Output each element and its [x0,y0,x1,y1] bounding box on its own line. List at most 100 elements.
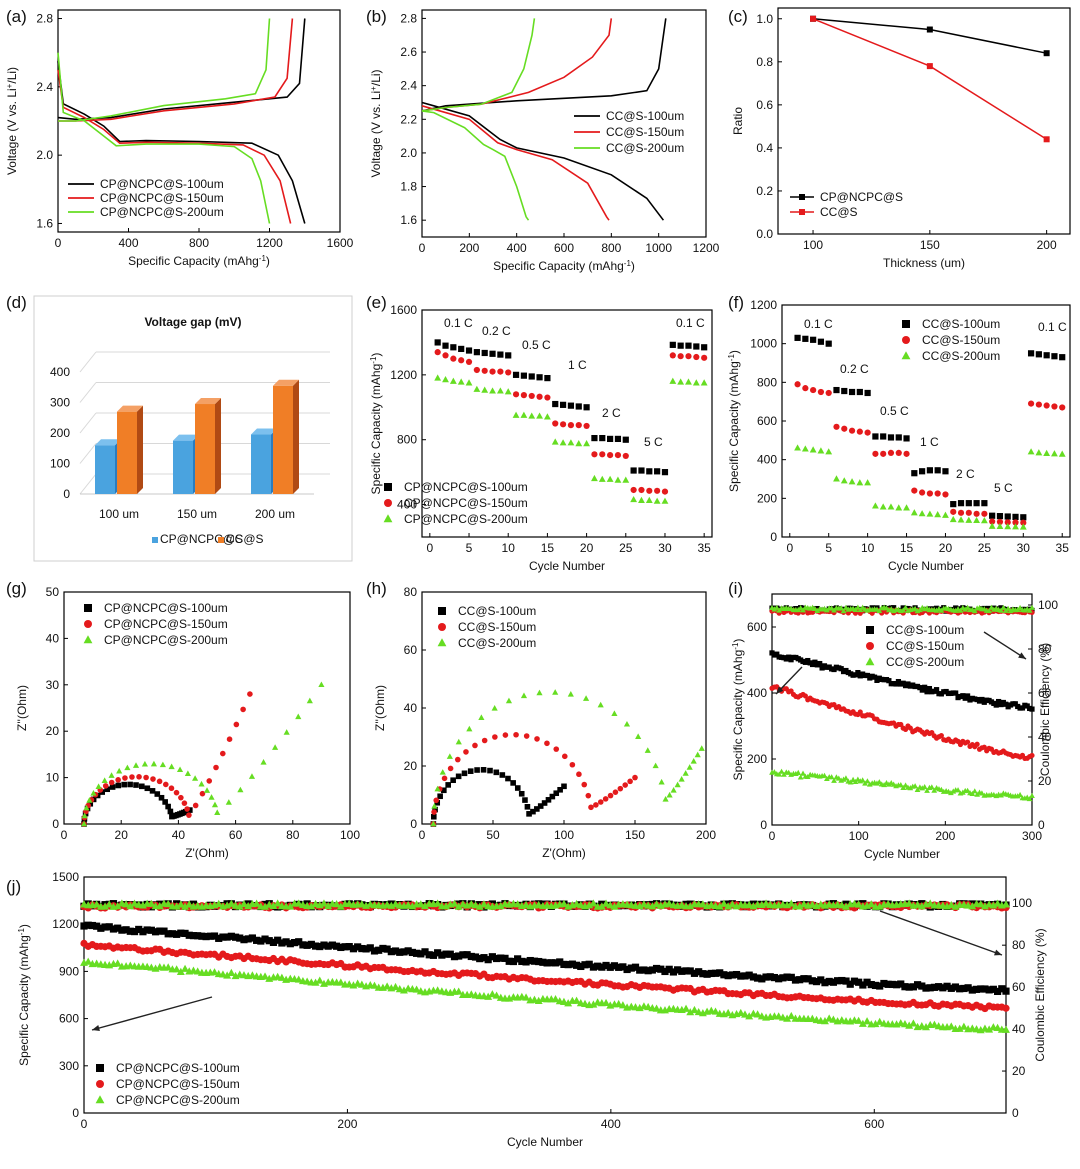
capacity-point [1002,1004,1010,1012]
y-tick-label: 2.4 [400,79,417,93]
x-tick-label: 100 [803,238,823,252]
efficiency-point [1005,605,1012,611]
panel-c: 100 150 200 0.0 0.2 0.4 0.6 0.8 1.0 Thickness (um… [731,7,1071,270]
capacity-point [652,964,661,973]
capacity-point [926,685,933,692]
efficiency-point [391,899,400,908]
data-point [614,452,622,459]
y2-tick-label: 0 [1038,818,1045,832]
efficiency-point [610,902,619,910]
data-point [447,765,454,772]
capacity-point [741,1010,749,1018]
capacity-point [876,779,883,785]
capacity-point [564,999,573,1007]
legend-swatch [152,537,158,543]
capacity-point [821,772,828,778]
capacity-point [783,973,791,981]
legend-entry: CC@S-100um [458,604,536,618]
capacity-point [665,965,673,973]
capacity-point [736,1008,745,1017]
data-point [552,420,559,427]
plot-frame [83,876,1007,1114]
data-point [90,789,97,796]
legend-marker [84,620,92,628]
capacity-point [223,933,231,941]
capacity-point [488,953,496,961]
data-point [1020,519,1027,526]
data-point [159,761,166,768]
data-point [247,691,253,697]
data-point [437,793,443,800]
data-point [965,509,972,516]
data-point [544,740,550,747]
capacity-point [797,774,804,780]
capacity-point [514,955,522,963]
capacity-point [724,1008,733,1017]
data-point [926,510,934,517]
capacity-point [198,932,206,940]
efficiency-point [101,902,110,910]
discharge-curve [57,52,271,224]
discharge-curve [57,69,292,224]
x-tick-label: 0 [769,829,776,843]
data-point [602,796,609,802]
data-point [950,501,957,508]
capacity-point [800,975,808,983]
data-point [1051,353,1058,360]
efficiency-point [951,902,960,910]
panel-e: 0 5 10 15 20 25 30 35 400 800 1200 1600 Cycle Number… [369,303,713,573]
data-point [887,434,895,441]
data-point [154,791,161,797]
capacity-point [802,693,808,699]
panel-label: (b) [366,7,387,26]
y-tick-label: 2.0 [400,146,417,160]
y2-tick-label: 100 [1038,598,1058,612]
capacity-point [400,986,408,994]
data-point [685,353,692,360]
capacity-point [636,966,644,974]
legend-entry: CP@NCPC@S-150um [404,496,528,510]
data-point [139,783,145,790]
data-point [192,802,199,809]
capacity-point [151,928,160,936]
data-point [295,713,302,720]
category-label: 100 um [99,507,139,521]
data-point [496,387,504,394]
data-point [597,799,604,805]
data-point [567,422,575,429]
efficiency-point [479,900,488,908]
efficiency-point [357,900,366,908]
capacity-point [922,984,930,992]
data-point [512,371,520,378]
bar-front [251,434,271,494]
efficiency-point [799,900,808,908]
capacity-point [955,787,961,793]
capacity-point [779,974,787,982]
efficiency-point [513,900,522,908]
data-point [903,435,910,442]
capacity-point [821,979,829,987]
data-point [593,802,599,808]
data-point [887,449,895,456]
charge-curve [58,18,271,122]
capacity-point [202,932,210,941]
data-point [644,747,651,753]
capacity-point [953,690,959,696]
capacity-point [787,973,795,981]
capacity-point [993,987,1002,996]
y-tick-label: 400 [747,686,767,700]
capacity-point [892,981,901,989]
capacity-point [383,982,392,990]
efficiency-point [891,605,897,611]
y-axis-title: Specific Capacity (mAhg-1) [369,353,384,495]
capacity-point [556,958,564,966]
panel-label: (i) [728,579,743,598]
capacity-point [370,947,379,955]
legend-marker [384,499,392,507]
data-point [457,378,465,385]
efficiency-point [408,902,417,910]
capacity-point [943,982,951,990]
capacity-point [854,1016,863,1024]
chart-box [33,295,353,562]
